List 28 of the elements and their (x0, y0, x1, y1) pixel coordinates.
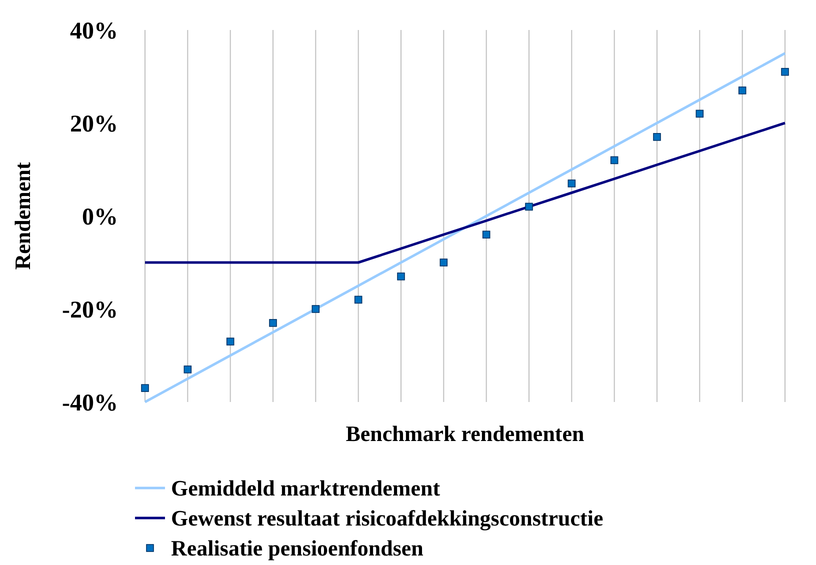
point (525, 202, 533, 211)
point (184, 366, 192, 374)
point (482, 230, 490, 238)
y-axis-title: Rendement (10, 162, 35, 270)
y-tick-label: 20% (70, 111, 118, 138)
point (781, 68, 789, 76)
x-axis-title: Benchmark rendementen (346, 421, 584, 446)
point (354, 296, 362, 304)
y-tick-label: -40% (62, 390, 118, 416)
y-tick-label: 40% (70, 18, 118, 44)
y-tick-label: 0% (82, 204, 118, 230)
point (269, 319, 277, 327)
legend-label: Gemiddeld marktrendement (171, 476, 441, 501)
legend-label: Realisatie pensioenfondsen (171, 536, 424, 561)
line-series (144, 122, 786, 264)
point (610, 156, 618, 164)
point (738, 86, 746, 94)
point (141, 384, 149, 392)
point (568, 180, 576, 188)
point (312, 305, 320, 313)
legend-label: Gewenst resultaat risicoafdekkingsconstructie (171, 506, 604, 531)
point (226, 338, 234, 346)
line-series (144, 52, 786, 404)
y-tick-label: -20% (62, 297, 118, 324)
point (653, 133, 661, 141)
point (696, 110, 704, 118)
point (397, 272, 405, 280)
point (440, 258, 448, 266)
